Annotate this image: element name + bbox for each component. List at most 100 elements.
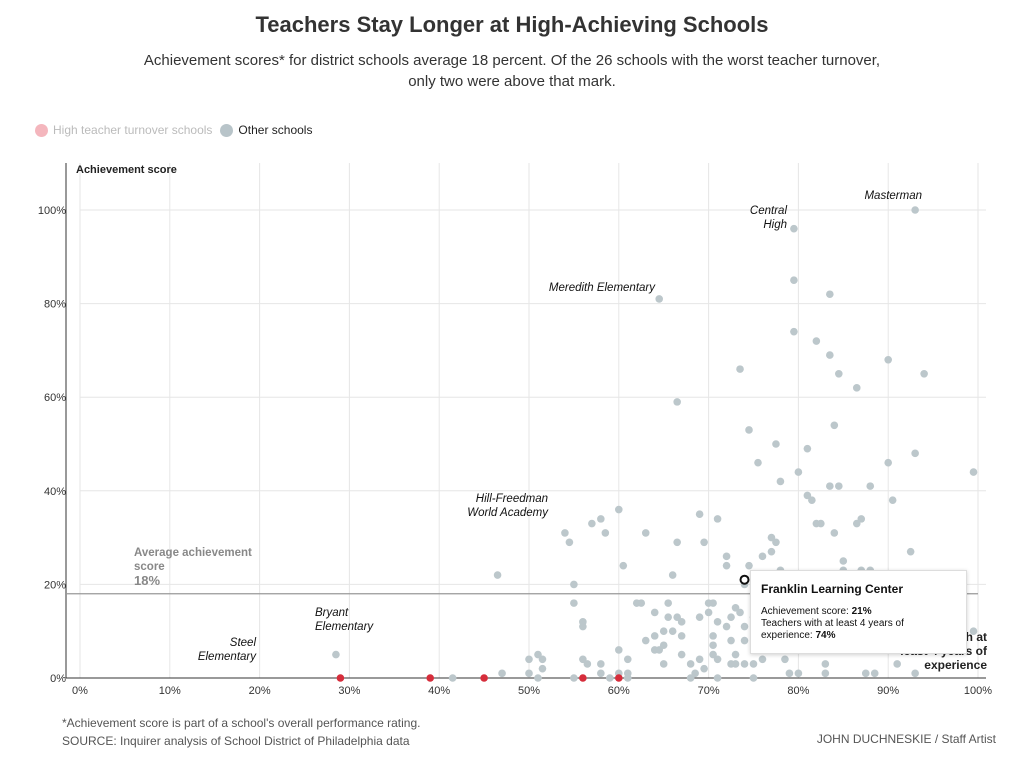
data-point xyxy=(606,674,614,682)
data-point xyxy=(713,618,722,626)
x-tick-label: 50% xyxy=(518,685,540,697)
data-point xyxy=(709,632,717,640)
data-point xyxy=(754,458,762,467)
average-value: 18% xyxy=(134,573,160,588)
data-point xyxy=(911,449,919,458)
data-point xyxy=(619,561,628,570)
data-point xyxy=(826,482,834,490)
legend-label-other: Other schools xyxy=(238,123,313,137)
y-axis-title: Achievement score xyxy=(76,164,177,176)
data-point xyxy=(525,655,533,664)
legend: High teacher turnover schools Other scho… xyxy=(35,123,320,137)
data-point xyxy=(565,538,574,547)
data-point xyxy=(772,538,780,547)
data-point xyxy=(826,290,834,299)
tooltip-score: Achievement score: 21% xyxy=(761,606,872,617)
data-point xyxy=(920,370,928,378)
data-point xyxy=(695,613,704,621)
data-point xyxy=(808,496,816,504)
x-axis-title: experience xyxy=(924,658,987,672)
data-point xyxy=(736,365,744,373)
annotation-label: Steel xyxy=(230,637,257,649)
chart-subtitle: Achievement scores* for district schools… xyxy=(143,52,881,90)
data-point-high-turnover xyxy=(336,674,345,682)
data-point xyxy=(677,650,686,659)
data-point xyxy=(561,529,569,537)
data-point xyxy=(722,561,731,570)
data-point xyxy=(790,276,798,285)
data-point xyxy=(969,468,978,476)
x-tick-label: 90% xyxy=(877,685,899,697)
data-point xyxy=(906,547,915,556)
data-point xyxy=(659,641,668,650)
data-point xyxy=(601,529,610,537)
data-point xyxy=(668,571,677,579)
data-point xyxy=(870,669,879,678)
data-point xyxy=(731,660,740,668)
data-point xyxy=(570,599,578,607)
data-point xyxy=(821,669,830,678)
source-text: SOURCE: Inquirer analysis of School Dist… xyxy=(62,734,410,748)
data-point xyxy=(709,599,717,607)
data-point-high-turnover xyxy=(426,674,435,682)
legend-item-other[interactable]: Other schools xyxy=(220,123,312,137)
data-point xyxy=(673,538,681,547)
data-point xyxy=(650,632,659,640)
data-point xyxy=(776,477,785,486)
data-point xyxy=(812,337,821,345)
footnote: *Achievement score is part of a school's… xyxy=(62,714,420,750)
data-point xyxy=(534,674,542,682)
data-point xyxy=(695,510,704,518)
data-point xyxy=(745,561,753,570)
data-point xyxy=(835,482,843,490)
y-tick-label: 20% xyxy=(44,579,66,591)
data-point xyxy=(664,599,672,607)
legend-swatch-high-turnover xyxy=(35,123,48,137)
y-tick-label: 100% xyxy=(38,205,66,217)
data-point xyxy=(615,646,623,654)
data-point xyxy=(722,622,731,631)
data-point xyxy=(740,636,749,645)
data-point xyxy=(884,355,892,364)
data-point xyxy=(332,650,340,659)
data-point xyxy=(655,295,664,303)
legend-item-high-turnover[interactable]: High teacher turnover schools xyxy=(35,123,212,137)
data-point xyxy=(830,529,839,537)
x-tick-label: 20% xyxy=(249,685,271,697)
data-point xyxy=(713,674,722,682)
data-point xyxy=(583,660,592,668)
annotation-label: World Academy xyxy=(467,507,549,519)
data-point xyxy=(740,622,749,631)
data-point xyxy=(758,655,767,664)
data-point xyxy=(637,599,646,607)
y-tick-label: 60% xyxy=(44,392,66,404)
x-tick-label: 10% xyxy=(159,685,181,697)
annotation-label: Elementary xyxy=(198,651,257,663)
chart-title: Teachers Stay Longer at High-Achieving S… xyxy=(255,12,769,37)
data-point xyxy=(623,655,632,664)
data-point xyxy=(538,664,547,673)
data-point xyxy=(826,351,834,359)
data-point xyxy=(911,206,919,214)
data-point xyxy=(722,552,731,561)
data-point xyxy=(767,547,776,556)
tooltip-title: Franklin Learning Center xyxy=(761,582,904,596)
annotation-label: Elementary xyxy=(315,621,374,633)
annotation-label: Hill-Freedman xyxy=(476,493,548,505)
data-point xyxy=(570,580,578,589)
data-point xyxy=(794,468,803,476)
data-point xyxy=(745,426,753,434)
y-tick-label: 40% xyxy=(44,486,66,498)
x-tick-label: 70% xyxy=(698,685,720,697)
data-point xyxy=(749,674,758,682)
annotation-label: Bryant xyxy=(315,607,349,619)
data-point xyxy=(659,627,668,635)
data-point xyxy=(969,627,978,635)
data-point xyxy=(772,440,780,448)
data-point xyxy=(641,529,650,537)
data-point xyxy=(677,632,686,640)
annotation-label: High xyxy=(763,219,787,231)
data-point xyxy=(727,613,735,621)
x-tick-label: 0% xyxy=(72,685,88,697)
x-tick-label: 100% xyxy=(964,685,992,697)
